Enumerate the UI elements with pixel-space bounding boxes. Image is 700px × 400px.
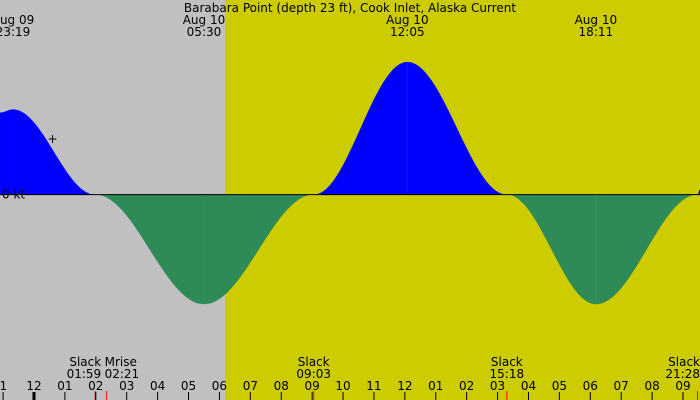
hour-tick-label-15: 02 (459, 379, 474, 393)
hour-tick-label-7: 06 (212, 379, 227, 393)
current-area-2 (12, 109, 96, 195)
extreme-date-3: Aug 10 (386, 13, 429, 27)
current-area-5 (313, 61, 408, 195)
hour-tick-label-17: 04 (521, 379, 536, 393)
hour-tick-label-10: 09 (305, 379, 320, 393)
current-area-8 (595, 194, 698, 305)
chart-title: Barabara Point (depth 23 ft), Cook Inlet… (184, 1, 517, 15)
extreme-time-4: 18:11 (579, 25, 614, 39)
hour-tick-label-13: 12 (397, 379, 412, 393)
y-axis-label: 0 kt (2, 188, 25, 202)
event-labels: Slack01:59Mrise02:21Slack09:03Slack15:18… (67, 355, 700, 400)
event-time-1: 01:59 (67, 367, 102, 381)
hour-tick-label-3: 02 (88, 379, 103, 393)
hour-tick-label-1: 12 (26, 379, 41, 393)
event-time-2: 02:21 (105, 367, 140, 381)
event-label-4: Slack (491, 355, 523, 369)
current-area-4 (203, 194, 314, 305)
current-area-7 (506, 194, 596, 305)
current-area-3 (95, 194, 204, 305)
event-time-4: 15:18 (490, 367, 525, 381)
current-area-6 (407, 61, 507, 195)
extreme-date-1: Aug 09 (0, 13, 34, 27)
event-label-5: Slack (668, 355, 700, 369)
event-time-5: 21:28 (665, 367, 700, 381)
hour-tick-label-9: 08 (274, 379, 289, 393)
extreme-date-4: Aug 10 (575, 13, 618, 27)
hour-tick-label-0: 11 (0, 379, 7, 393)
hour-tick-label-8: 07 (243, 379, 258, 393)
current-area-1 (0, 109, 13, 195)
hour-tick-label-12: 11 (366, 379, 381, 393)
hour-tick-label-14: 01 (428, 379, 443, 393)
hour-tick-label-4: 03 (119, 379, 134, 393)
hour-tick-label-11: 10 (335, 379, 350, 393)
extreme-time-2: 05:30 (187, 25, 222, 39)
hour-tick-label-6: 05 (181, 379, 196, 393)
extreme-date-2: Aug 10 (183, 13, 226, 27)
extreme-time-3: 12:05 (390, 25, 425, 39)
hour-tick-label-21: 08 (644, 379, 659, 393)
current-area-9 (697, 189, 700, 195)
hour-tick-label-22: 09 (675, 379, 690, 393)
event-label-3: Slack (298, 355, 330, 369)
hour-tick-label-2: 01 (57, 379, 72, 393)
x-axis-ticks: 11 12 01 02 03 04 05 06 07 08 09 10 11 12 01 02 03 04 05 06… (0, 379, 691, 400)
hour-tick-label-20: 07 (614, 379, 629, 393)
hour-tick-label-5: 04 (150, 379, 165, 393)
moon-marker: + (48, 132, 58, 146)
extreme-time-1: 23:19 (0, 25, 30, 39)
current-areas (0, 61, 700, 305)
event-label-2: Mrise (105, 355, 137, 369)
event-time-3: 09:03 (296, 367, 331, 381)
hour-tick-label-16: 03 (490, 379, 505, 393)
event-label-1: Slack (69, 355, 101, 369)
hour-tick-label-19: 06 (583, 379, 598, 393)
hour-tick-label-18: 05 (552, 379, 567, 393)
